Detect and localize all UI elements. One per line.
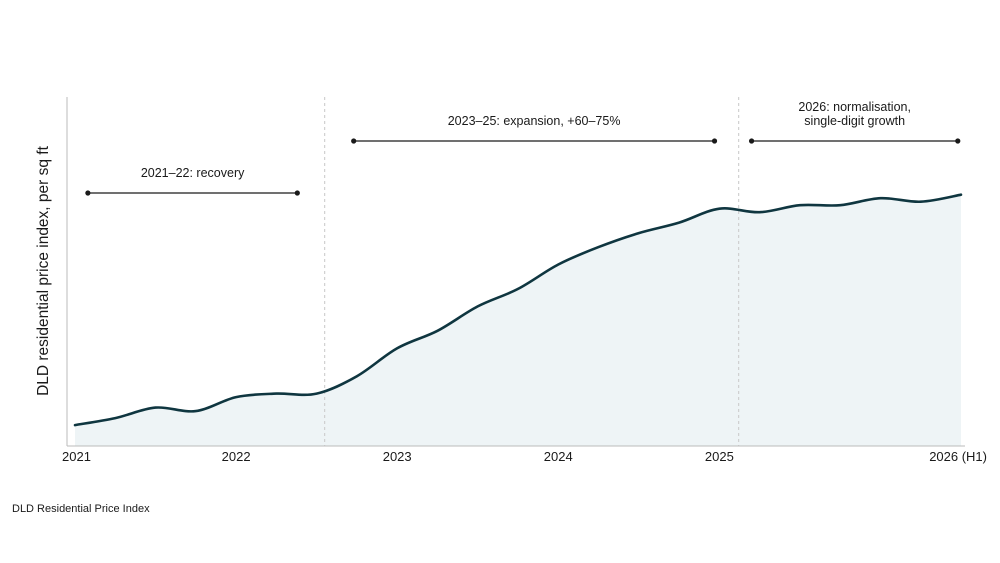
price-index-area — [75, 194, 961, 446]
phase-bracket-endpoint — [748, 138, 755, 144]
phase-bracket-endpoint — [351, 138, 357, 144]
x-axis-ticks: 2021 2022 2023 2024 2025 2026 (H1) — [62, 449, 987, 464]
phase-bracket-endpoint — [294, 190, 300, 196]
price-index-line — [73, 193, 963, 427]
x-tick-label: 2026 (H1) — [929, 449, 987, 464]
phase-bracket-endpoint — [85, 190, 91, 196]
x-tick-label: 2025 — [705, 449, 734, 464]
phase-bracket-endpoint — [955, 138, 961, 144]
x-tick-label: 2021 — [62, 449, 91, 464]
phase-annotation: 2023–25: expansion, +60–75% — [351, 114, 718, 144]
y-axis-label: DLD residential price index, per sq ft — [35, 145, 52, 396]
phase-label: 2023–25: expansion, +60–75% — [448, 114, 621, 128]
x-tick-label: 2024 — [544, 449, 573, 464]
x-tick-label: 2023 — [383, 449, 412, 464]
source-label: DLD Residential Price Index — [12, 503, 150, 515]
phase-label: 2021–22: recovery — [141, 166, 245, 180]
phase-annotation: 2021–22: recovery — [85, 166, 300, 196]
phase-annotations: 2021–22: recovery 2023–25: expansion, +60… — [85, 100, 961, 196]
phase-dividers — [324, 97, 740, 446]
phase-bracket-endpoint — [711, 138, 718, 144]
x-tick-label: 2022 — [222, 449, 251, 464]
phase-label: 2026: normalisation, single-digit growth — [798, 100, 911, 128]
phase-annotation: 2026: normalisation, single-digit growth — [748, 100, 961, 144]
